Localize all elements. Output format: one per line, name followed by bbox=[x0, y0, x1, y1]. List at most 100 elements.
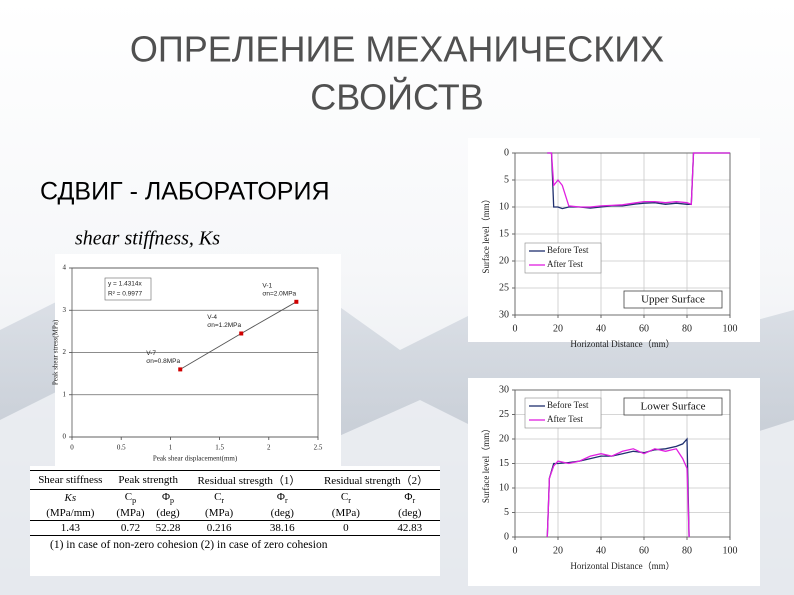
symbol: C bbox=[214, 491, 222, 503]
data-point bbox=[294, 299, 299, 304]
unit-cell: (deg) bbox=[270, 507, 294, 520]
group-header-cell: Shear stiffness bbox=[30, 470, 111, 490]
x-tick-label: 100 bbox=[723, 545, 738, 556]
chart-panel bbox=[468, 138, 760, 342]
annotation-box bbox=[104, 277, 152, 301]
symbol-cell: Cr bbox=[186, 490, 253, 507]
group-header-cell: Residual stresgth（1） bbox=[185, 470, 313, 490]
y-tick-label: 20 bbox=[499, 433, 509, 444]
y-tick-label: 20 bbox=[499, 255, 509, 266]
chart-title-box bbox=[623, 397, 723, 416]
symbol-subscript: r bbox=[348, 496, 351, 506]
x-axis-label: Peak shear displacement(mm) bbox=[153, 455, 238, 463]
symbol-subscript: r bbox=[284, 496, 288, 506]
x-tick-label: 1.5 bbox=[215, 444, 224, 452]
y-tick-label: 30 bbox=[499, 309, 509, 320]
plot-frame bbox=[514, 152, 731, 316]
title-line: ОПРЕЛЕНИЕ МЕХАНИЧЕСКИХ bbox=[130, 29, 664, 70]
point-label: V-1 bbox=[262, 283, 272, 290]
data-point bbox=[239, 331, 244, 336]
symbol-cell: Cp bbox=[111, 490, 151, 507]
y-tick-label: 15 bbox=[499, 458, 509, 469]
symbol-cell: Φp bbox=[150, 490, 186, 507]
data-point bbox=[178, 367, 183, 372]
unit-cell: (deg) bbox=[398, 507, 422, 520]
symbol-subscript: p bbox=[170, 496, 175, 506]
point-label: σn=1.2MPa bbox=[207, 322, 241, 329]
chart-title-box bbox=[623, 290, 723, 309]
x-tick-label: 60 bbox=[639, 323, 649, 334]
y-tick-label: 0 bbox=[504, 147, 509, 158]
unit-cell: (deg) bbox=[156, 507, 180, 520]
symbol: C bbox=[124, 491, 133, 503]
symbol: Φ bbox=[161, 491, 171, 503]
legend-label: After Test bbox=[547, 259, 583, 269]
y-tick-label: 0 bbox=[504, 531, 509, 542]
y-tick-label: 4 bbox=[63, 264, 67, 272]
table-note: (1) in case of non-zero cohesion (2) in … bbox=[50, 539, 328, 552]
x-tick-label: 0 bbox=[513, 323, 518, 334]
x-tick-label: 40 bbox=[596, 545, 606, 556]
value-cell: 0 bbox=[312, 520, 380, 537]
group-header-cell: Peak strength bbox=[110, 470, 186, 490]
value-cell: 0.216 bbox=[185, 520, 253, 537]
unit-cell: (MPa) bbox=[205, 507, 234, 520]
x-tick-label: 60 bbox=[639, 545, 649, 556]
legend-box bbox=[524, 397, 602, 429]
y-tick-label: 15 bbox=[499, 228, 509, 239]
y-tick-label: 2 bbox=[63, 348, 67, 356]
symbol-cell: Cr bbox=[312, 490, 379, 507]
x-tick-label: 0 bbox=[70, 444, 74, 452]
y-tick-label: 3 bbox=[63, 306, 67, 314]
symbol-subscript: r bbox=[412, 496, 416, 506]
x-tick-label: 20 bbox=[553, 545, 563, 556]
legend-label: Before Test bbox=[547, 245, 589, 255]
chart-title: Lower Surface bbox=[640, 401, 705, 413]
symbol: Φ bbox=[276, 491, 285, 503]
legend-box bbox=[524, 242, 602, 274]
chart-panel bbox=[55, 254, 341, 466]
value-cell: 42.83 bbox=[379, 520, 440, 537]
point-label: V-7 bbox=[146, 350, 156, 357]
data-line bbox=[546, 437, 690, 538]
y-tick-label: 30 bbox=[499, 384, 509, 395]
legend-label: Before Test bbox=[547, 400, 589, 410]
value-cell: 38.16 bbox=[252, 520, 313, 537]
y-axis-label: Surface level（mm） bbox=[481, 194, 491, 273]
annotation: y = 1.4314x bbox=[108, 281, 143, 288]
x-tick-label: 0.5 bbox=[117, 444, 126, 452]
y-tick-label: 25 bbox=[499, 282, 509, 293]
symbol-cell: Ks bbox=[64, 492, 77, 505]
symbol-cell: Φr bbox=[380, 490, 440, 507]
y-tick-label: 25 bbox=[499, 409, 509, 420]
data-line bbox=[547, 152, 730, 208]
y-tick-label: 10 bbox=[499, 201, 509, 212]
x-tick-label: 40 bbox=[596, 323, 606, 334]
plot-frame bbox=[514, 389, 731, 538]
point-label: σn=2.0MPa bbox=[262, 291, 296, 298]
point-label: V-4 bbox=[207, 314, 217, 321]
group-header-cell: Residual strength（2） bbox=[312, 470, 440, 490]
value-cell: 0.72 bbox=[110, 520, 151, 537]
x-tick-label: 0 bbox=[513, 545, 518, 556]
symbol: Φ bbox=[404, 491, 413, 503]
plot-frame bbox=[71, 267, 319, 438]
x-tick-label: 1 bbox=[169, 444, 173, 452]
title-line: СВОЙСТВ bbox=[310, 76, 484, 118]
symbol-subscript: p bbox=[132, 496, 137, 506]
y-axis-label: Peak shear stress(MPa) bbox=[52, 319, 60, 385]
point-label: σn=0.8MPa bbox=[146, 358, 180, 365]
table: Shear stiffness Peak strength Residual str… bbox=[30, 470, 440, 537]
y-tick-label: 0 bbox=[63, 433, 67, 441]
x-tick-label: 20 bbox=[553, 323, 563, 334]
data-line bbox=[546, 448, 690, 538]
unit-cell: (MPa) bbox=[331, 507, 360, 520]
x-tick-label: 100 bbox=[723, 323, 738, 334]
y-tick-label: 1 bbox=[63, 390, 67, 398]
value-cell: 52.28 bbox=[150, 520, 186, 537]
y-axis-label: Surface level（mm） bbox=[481, 424, 491, 503]
subheading: shear stiffness, Ks bbox=[75, 228, 220, 250]
x-tick-label: 80 bbox=[682, 323, 692, 334]
